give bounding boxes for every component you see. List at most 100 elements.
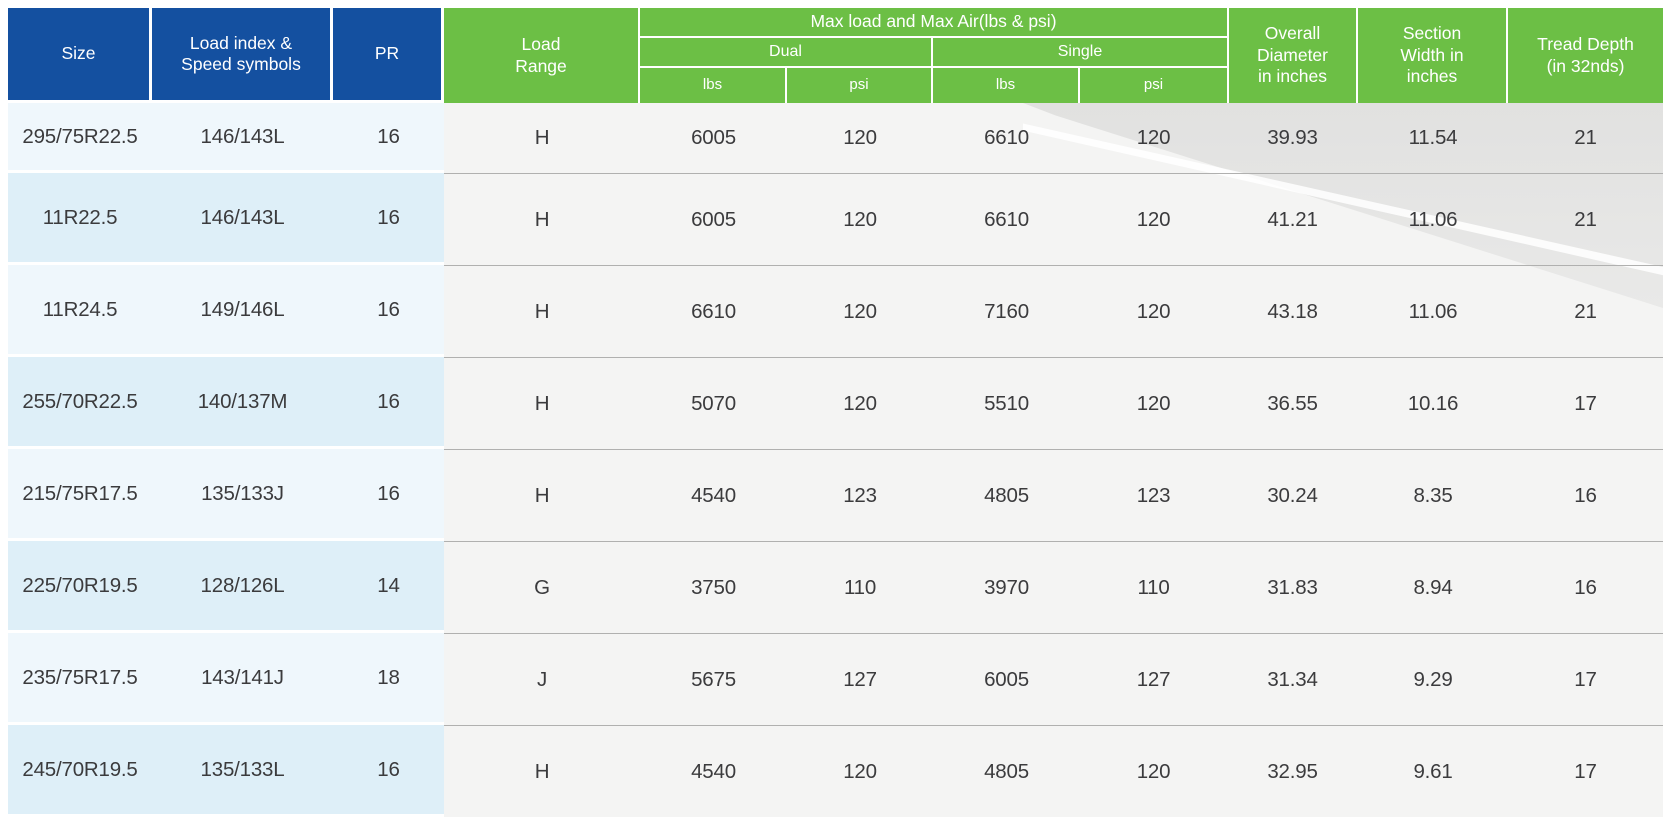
cell-single-psi: 120 bbox=[1080, 173, 1227, 265]
group-header-max-load: Max load and Max Air(lbs & psi) bbox=[640, 8, 1227, 38]
cell-dual-lbs: 5675 bbox=[640, 633, 787, 725]
cell-tread-depth: 16 bbox=[1508, 449, 1663, 541]
cell-size: 255/70R22.5 bbox=[8, 357, 152, 449]
cell-section-width: 8.94 bbox=[1358, 541, 1508, 633]
cell-dual-psi: 120 bbox=[787, 725, 933, 817]
cell-pr: 14 bbox=[333, 541, 444, 633]
cell-section-width: 11.06 bbox=[1358, 173, 1508, 265]
cell-single-lbs: 7160 bbox=[933, 265, 1080, 357]
cell-load-index: 149/146L bbox=[152, 265, 333, 357]
col-header-dual-psi: psi bbox=[787, 68, 933, 103]
cell-load-range: J bbox=[444, 633, 640, 725]
cell-tread-depth: 17 bbox=[1508, 633, 1663, 725]
cell-load-index: 135/133J bbox=[152, 449, 333, 541]
cell-dual-lbs: 6005 bbox=[640, 173, 787, 265]
cell-load-range: H bbox=[444, 449, 640, 541]
cell-size: 295/75R22.5 bbox=[8, 103, 152, 173]
cell-load-index: 128/126L bbox=[152, 541, 333, 633]
cell-dual-lbs: 4540 bbox=[640, 725, 787, 817]
cell-tread-depth: 21 bbox=[1508, 265, 1663, 357]
cell-section-width: 10.16 bbox=[1358, 357, 1508, 449]
col-header-overall-diameter: Overall Diameter in inches bbox=[1227, 8, 1358, 103]
cell-overall-diameter: 43.18 bbox=[1227, 265, 1358, 357]
cell-load-index: 146/143L bbox=[152, 103, 333, 173]
cell-section-width: 11.54 bbox=[1408, 126, 1458, 149]
cell-load-range: G bbox=[444, 541, 640, 633]
cell-dual-psi: 127 bbox=[787, 633, 933, 725]
cell-section-width: 11.06 bbox=[1358, 265, 1508, 357]
cell-dual-psi: 120 bbox=[787, 265, 933, 357]
cell-size: 215/75R17.5 bbox=[8, 449, 152, 541]
cell-load-range: H bbox=[444, 357, 640, 449]
cell-single-lbs: 6005 bbox=[933, 633, 1080, 725]
cell-tread-depth: 21 bbox=[1508, 173, 1663, 265]
cell-load-range: H bbox=[444, 265, 640, 357]
cell-dual-lbs: 3750 bbox=[640, 541, 787, 633]
cell-single-psi: 110 bbox=[1080, 541, 1227, 633]
cell-pr: 16 bbox=[333, 265, 444, 357]
cell-load-index: 135/133L bbox=[152, 725, 333, 817]
cell-pr: 16 bbox=[333, 357, 444, 449]
cell-single-psi: 123 bbox=[1080, 449, 1227, 541]
col-header-section-width: Section Width in inches bbox=[1358, 8, 1508, 103]
cell-dual-psi: 120 bbox=[787, 173, 933, 265]
cell-tread-depth: 17 bbox=[1508, 725, 1663, 817]
cell-single-lbs: 4805 bbox=[933, 449, 1080, 541]
cell-pr: 16 bbox=[333, 725, 444, 817]
cell-single-psi: 120 bbox=[1080, 357, 1227, 449]
cell-dual-psi: 110 bbox=[787, 541, 933, 633]
cell-size: 11R24.5 bbox=[8, 265, 152, 357]
cell-size: 11R22.5 bbox=[8, 173, 152, 265]
cell-size: 235/75R17.5 bbox=[8, 633, 152, 725]
cell-tread-depth: 17 bbox=[1508, 357, 1663, 449]
cell-pr: 16 bbox=[333, 449, 444, 541]
cell-size: 245/70R19.5 bbox=[8, 725, 152, 817]
col-header-pr: PR bbox=[333, 8, 444, 103]
cell-section-width: 8.35 bbox=[1358, 449, 1508, 541]
cell-overall-diameter: 31.34 bbox=[1227, 633, 1358, 725]
cell-overall-diameter: 32.95 bbox=[1227, 725, 1358, 817]
cell-overall-diameter: 39.93 bbox=[1267, 126, 1318, 149]
col-header-load-range: Load Range bbox=[444, 8, 640, 103]
cell-dual-psi: 123 bbox=[787, 449, 933, 541]
col-header-tread-depth: Tread Depth (in 32nds) bbox=[1508, 8, 1663, 103]
group-header-dual: Dual bbox=[640, 38, 933, 68]
cell-single-psi: 120 bbox=[1136, 126, 1171, 149]
cell-pr: 18 bbox=[333, 633, 444, 725]
cell-dual-psi: 120 bbox=[787, 357, 933, 449]
cell-dual-lbs: 6610 bbox=[640, 265, 787, 357]
cell-load-index: 140/137M bbox=[152, 357, 333, 449]
cell-overall-diameter: 41.21 bbox=[1227, 173, 1358, 265]
cell-size: 225/70R19.5 bbox=[8, 541, 152, 633]
cell-tread-depth: 16 bbox=[1508, 541, 1663, 633]
cell-load-index: 143/141J bbox=[152, 633, 333, 725]
cell-single-lbs: 6610 bbox=[933, 173, 1080, 265]
cell-dual-lbs: 5070 bbox=[640, 357, 787, 449]
col-header-load-index: Load index & Speed symbols bbox=[152, 8, 333, 103]
cell-pr: 16 bbox=[333, 103, 444, 173]
cell-overall-diameter: 30.24 bbox=[1227, 449, 1358, 541]
cell-load-range: H bbox=[444, 725, 640, 817]
cell-single-lbs: 3970 bbox=[933, 541, 1080, 633]
tire-spec-table: Size Load index & Speed symbols PR Load … bbox=[8, 8, 1663, 817]
cell-single-psi: 127 bbox=[1080, 633, 1227, 725]
cell-dual-psi: 120 bbox=[843, 126, 877, 149]
col-header-single-lbs: lbs bbox=[933, 68, 1080, 103]
cell-single-lbs: 5510 bbox=[933, 357, 1080, 449]
col-header-size: Size bbox=[8, 8, 152, 103]
cell-dual-lbs: 4540 bbox=[640, 449, 787, 541]
cell-single-lbs: 4805 bbox=[933, 725, 1080, 817]
cell-section-width: 9.61 bbox=[1358, 725, 1508, 817]
cell-load-range: H bbox=[534, 126, 550, 149]
cell-section-width: 9.29 bbox=[1358, 633, 1508, 725]
col-header-single-psi: psi bbox=[1080, 68, 1227, 103]
cell-load-range: H bbox=[444, 173, 640, 265]
cell-load-index: 146/143L bbox=[152, 173, 333, 265]
col-header-dual-lbs: lbs bbox=[640, 68, 787, 103]
group-header-single: Single bbox=[933, 38, 1227, 68]
cell-overall-diameter: 36.55 bbox=[1227, 357, 1358, 449]
cell-tread-depth: 21 bbox=[1574, 126, 1597, 149]
cell-pr: 16 bbox=[333, 173, 444, 265]
cell-dual-lbs: 6005 bbox=[691, 126, 736, 149]
cell-single-psi: 120 bbox=[1080, 725, 1227, 817]
